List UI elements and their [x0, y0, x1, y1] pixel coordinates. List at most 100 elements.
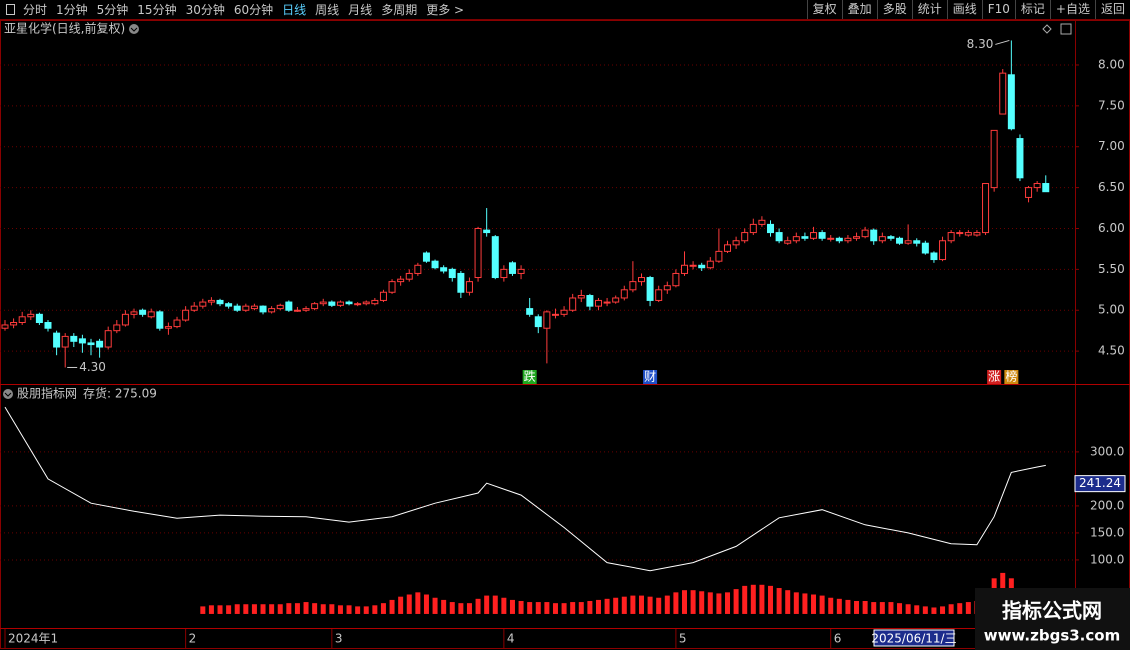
- tool-button[interactable]: 标记: [1014, 0, 1050, 19]
- tool-button[interactable]: F10: [981, 0, 1015, 19]
- dropdown-icon[interactable]: [129, 24, 139, 34]
- period-tab[interactable]: 5分钟: [96, 3, 129, 17]
- tool-button[interactable]: 复权: [806, 0, 842, 19]
- tool-button[interactable]: +自选: [1049, 0, 1095, 19]
- event-marker-label: 跌: [524, 369, 536, 384]
- window-icon[interactable]: [6, 4, 15, 15]
- candle-body: [500, 268, 508, 279]
- candle-body: [741, 232, 749, 242]
- period-tab[interactable]: 更多 >: [426, 3, 465, 17]
- indicator-bar: [587, 600, 593, 614]
- indicator-bar: [647, 596, 653, 614]
- y-tick-label: 7.00: [1098, 139, 1125, 153]
- event-marker: [987, 370, 1002, 384]
- candle-body: [990, 129, 998, 189]
- candle-body: [448, 268, 456, 279]
- candle-body: [225, 303, 233, 307]
- indicator-dropdown-icon[interactable]: [3, 389, 13, 399]
- candle-body: [784, 240, 792, 244]
- diamond-icon[interactable]: [1042, 24, 1052, 34]
- candle-body: [534, 316, 542, 328]
- annotation-arrow: [995, 39, 1010, 45]
- period-tab[interactable]: 月线: [348, 3, 373, 17]
- indicator-bar: [768, 585, 774, 614]
- candle-body: [551, 313, 559, 316]
- indicator-bar: [914, 605, 920, 614]
- candle-body: [345, 301, 353, 305]
- period-tab[interactable]: 多周期: [381, 3, 418, 17]
- candle-body: [474, 227, 482, 279]
- indicator-bar: [329, 604, 335, 614]
- tool-button[interactable]: 统计: [911, 0, 947, 19]
- indicator-bar: [785, 590, 791, 614]
- indicator-bar: [957, 603, 963, 614]
- candle-body: [53, 332, 61, 348]
- indicator-bar: [372, 605, 378, 614]
- indicator-bar: [681, 590, 687, 614]
- period-tab[interactable]: 周线: [315, 3, 340, 17]
- period-tab[interactable]: 分时: [23, 3, 48, 17]
- indicator-bar: [200, 606, 206, 614]
- indicator-bar: [294, 603, 300, 614]
- period-tab[interactable]: 15分钟: [137, 3, 177, 17]
- candle-body: [629, 281, 637, 291]
- y-tick-label: 6.50: [1098, 180, 1125, 194]
- candle-body: [18, 316, 26, 324]
- indicator-bar: [793, 592, 799, 614]
- candle-body: [569, 297, 577, 311]
- indicator-bar: [260, 604, 266, 614]
- indicator-bar: [286, 603, 292, 614]
- watermark-bg: [975, 588, 1130, 650]
- indicator-bar: [389, 599, 395, 614]
- indicator-bar: [527, 602, 533, 614]
- candle-body: [655, 289, 663, 301]
- indicator-bar: [948, 604, 954, 614]
- indicator-bar: [879, 602, 885, 614]
- candle-body: [646, 277, 654, 301]
- indicator-bar: [578, 602, 584, 614]
- candle-body: [130, 311, 138, 315]
- candle-body: [10, 322, 18, 326]
- indicator-bar: [725, 592, 731, 614]
- candle-body: [594, 299, 602, 307]
- indicator-bar: [406, 594, 412, 614]
- candle-body: [724, 244, 732, 252]
- candle-body: [543, 311, 551, 329]
- candle-body: [328, 301, 336, 306]
- x-tick-label: 6: [834, 632, 842, 646]
- indicator-bar: [355, 606, 361, 614]
- indicator-bar: [595, 599, 601, 614]
- candle-body: [775, 232, 783, 242]
- tool-button[interactable]: 叠加: [841, 0, 877, 19]
- candle-body: [285, 301, 293, 311]
- period-tab[interactable]: 30分钟: [185, 3, 225, 17]
- period-tab[interactable]: 日线: [282, 3, 307, 17]
- period-tab[interactable]: 60分钟: [233, 3, 274, 17]
- candle-body: [483, 229, 491, 234]
- plot-layer: 4.50 5.00 5.50 6.00 6.50 7.00 7.50 8.00 2024年1 2 3…: [0, 37, 1126, 648]
- candle-body: [164, 326, 172, 329]
- period-tab[interactable]: 1分钟: [56, 3, 88, 17]
- tool-button[interactable]: 多股: [876, 0, 912, 19]
- tool-button[interactable]: 返回: [1094, 0, 1130, 19]
- candle-body: [397, 278, 405, 283]
- candle-body: [27, 313, 35, 318]
- candle-body: [835, 237, 843, 242]
- indicator-bar: [673, 592, 679, 614]
- candle-body: [259, 305, 267, 313]
- x-tick-label: 2: [189, 632, 197, 646]
- candle-body: [405, 272, 413, 280]
- indicator-bar: [535, 602, 541, 614]
- indicator-bar: [398, 596, 404, 614]
- indicator-bar: [931, 607, 937, 614]
- candle-body: [104, 330, 112, 348]
- indicator-bar: [716, 593, 722, 614]
- indicator-bar: [776, 588, 782, 614]
- tool-button[interactable]: 画线: [946, 0, 982, 19]
- candle-body: [491, 236, 499, 279]
- y-tick-label: 200.0: [1090, 498, 1124, 512]
- panel-icon[interactable]: [1060, 23, 1072, 35]
- indicator-bar: [802, 593, 808, 614]
- indicator-bar: [940, 606, 946, 614]
